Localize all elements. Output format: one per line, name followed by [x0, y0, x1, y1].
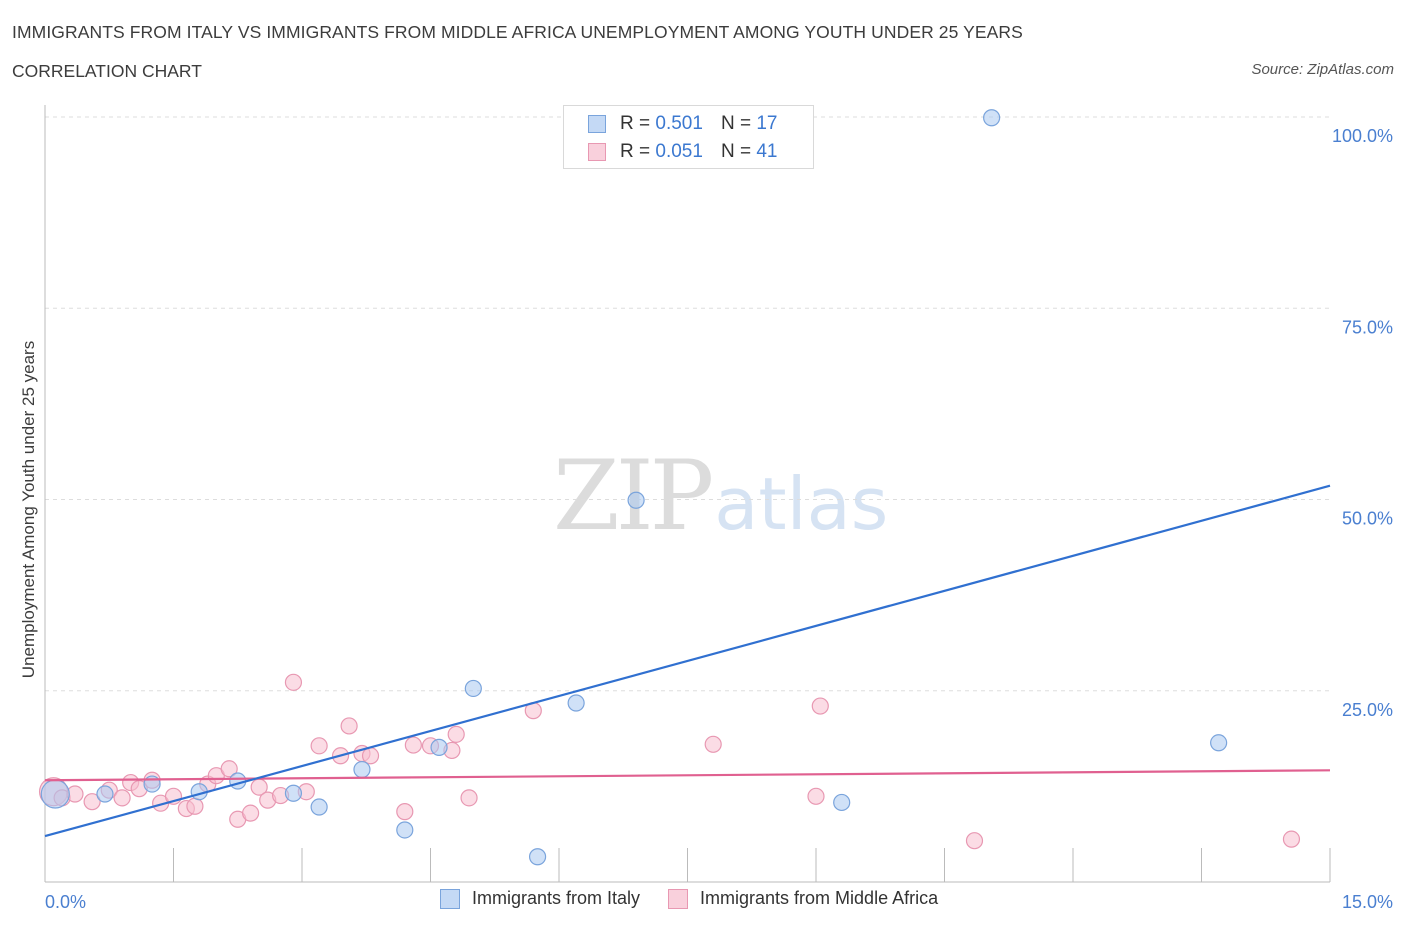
point-italy: [96, 785, 114, 803]
chart-subtitle: CORRELATION CHART: [12, 61, 202, 81]
legend-r-value-italy: 0.501: [655, 113, 703, 134]
series-label-italy: Immigrants from Italy: [472, 888, 641, 908]
trendline-italy: [44, 484, 1331, 838]
point-italy: [833, 793, 851, 812]
y-tick-label: 50.0%: [1342, 509, 1393, 529]
y-tick-label: 75.0%: [1342, 317, 1393, 337]
source-label: Source: ZipAtlas.com: [1251, 61, 1394, 78]
point-middle-africa: [284, 673, 303, 691]
legend-r-label: R =: [620, 113, 651, 134]
point-italy: [983, 109, 1001, 127]
point-middle-africa: [242, 804, 260, 822]
series-legend-italy[interactable]: Immigrants from Italy: [440, 888, 640, 909]
legend-swatch-middle-africa: [588, 143, 606, 161]
x-tick-label-min: 0.0%: [45, 892, 86, 912]
point-italy: [1210, 734, 1228, 752]
point-middle-africa: [113, 789, 131, 807]
series-legend: Immigrants from Italy Immigrants from Mi…: [440, 888, 966, 909]
point-italy: [627, 491, 645, 509]
point-middle-africa: [1282, 830, 1301, 848]
legend-n-label: N =: [720, 141, 752, 162]
x-tick-label-max: 15.0%: [1342, 892, 1393, 912]
point-italy: [567, 694, 585, 712]
point-middle-africa: [83, 793, 101, 811]
point-middle-africa: [220, 760, 238, 778]
point-italy: [396, 821, 414, 839]
point-italy: [528, 848, 547, 866]
legend-n-value-italy: 17: [756, 113, 778, 134]
watermark-atlas: atlas: [714, 462, 889, 546]
legend-r-value-middle-africa: 0.051: [655, 141, 703, 162]
y-tick-label: 25.0%: [1342, 700, 1393, 720]
point-middle-africa: [704, 735, 722, 753]
y-axis-label: Unemployment Among Youth under 25 years: [19, 341, 38, 678]
legend-row-italy: R = 0.501 N = 17: [588, 112, 777, 136]
point-italy: [284, 784, 303, 802]
point-middle-africa: [965, 832, 984, 850]
point-middle-africa: [396, 803, 414, 821]
legend-n-label: N =: [720, 113, 752, 134]
series-swatch-middle-africa: [668, 888, 689, 909]
point-middle-africa: [186, 797, 204, 815]
legend-swatch-italy: [588, 115, 606, 133]
point-middle-africa: [310, 737, 328, 755]
point-italy: [310, 798, 328, 816]
series-label-middle-africa: Immigrants from Middle Africa: [700, 888, 939, 908]
correlation-legend: R = 0.501 N = 17 R = 0.051 N = 41: [563, 105, 814, 169]
series-swatch-italy: [440, 888, 460, 909]
series-legend-middle-africa[interactable]: Immigrants from Middle Africa: [668, 888, 938, 909]
chart-title: IMMIGRANTS FROM ITALY VS IMMIGRANTS FROM…: [12, 22, 1023, 42]
point-italy: [464, 679, 482, 698]
y-tick-label: 100.0%: [1332, 126, 1393, 146]
point-middle-africa: [807, 787, 825, 805]
point-middle-africa: [447, 725, 465, 743]
point-italy: [40, 779, 70, 809]
legend-n-value-middle-africa: 41: [756, 141, 778, 162]
point-middle-africa: [361, 747, 380, 765]
legend-r-label: R =: [620, 141, 651, 162]
point-middle-africa: [811, 697, 829, 715]
point-middle-africa: [460, 789, 478, 807]
point-middle-africa: [404, 736, 422, 754]
point-middle-africa: [340, 717, 358, 735]
legend-row-middle-africa: R = 0.051 N = 41: [588, 140, 777, 164]
point-italy: [353, 760, 371, 779]
point-italy: [430, 738, 448, 756]
